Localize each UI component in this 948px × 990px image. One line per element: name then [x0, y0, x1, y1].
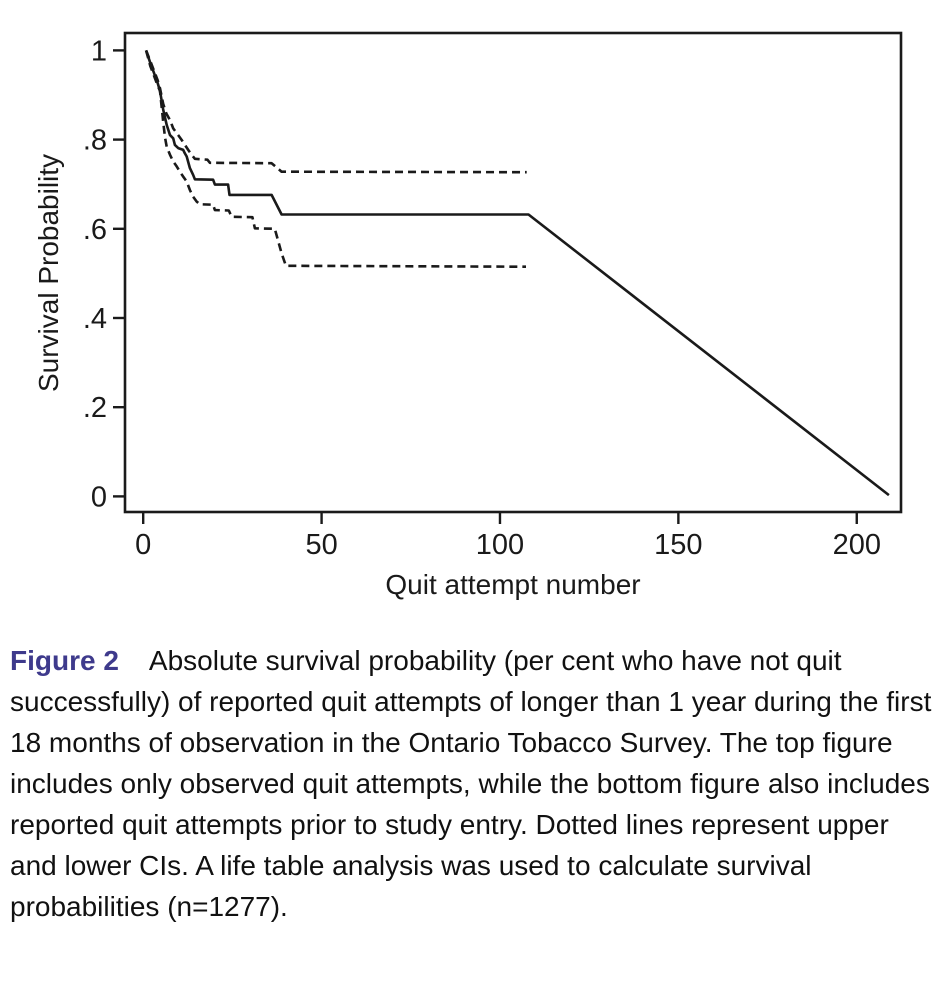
figure-label: Figure 2	[10, 645, 119, 676]
survival-chart-svg: 0 50 100 150 200 0 .2 .4 .6 .8 1 Quit attempt numb…	[33, 31, 903, 600]
caption-text: Absolute survival probability (per cent …	[10, 645, 932, 922]
series-survival-line	[144, 49, 890, 497]
x-tick-label: 50	[305, 529, 337, 561]
series-lower_ci-line	[144, 50, 527, 269]
y-tick-label: .8	[83, 125, 107, 157]
x-axis-title: Quit attempt number	[385, 569, 640, 600]
x-tick-label: 150	[654, 529, 702, 561]
figure-caption: Figure 2 Absolute survival probability (p…	[10, 640, 932, 927]
y-tick-label: 0	[91, 481, 107, 513]
plot-layer: 0 50 100 150 200 0 .2 .4 .6 .8 1	[83, 31, 903, 561]
plot-frame	[123, 31, 903, 514]
y-tick-label: .6	[83, 214, 107, 246]
x-tick-label: 100	[476, 529, 524, 561]
y-tick-label: 1	[91, 35, 107, 67]
survival-chart: 0 50 100 150 200 0 .2 .4 .6 .8 1 Quit attempt numb…	[33, 31, 903, 600]
y-tick-label: .2	[83, 392, 107, 424]
y-axis-title: Survival Probability	[33, 154, 64, 392]
x-tick-label: 200	[833, 529, 881, 561]
x-tick-label: 0	[135, 529, 151, 561]
series-upper_ci-line	[144, 49, 527, 174]
y-tick-label: .4	[83, 303, 107, 335]
